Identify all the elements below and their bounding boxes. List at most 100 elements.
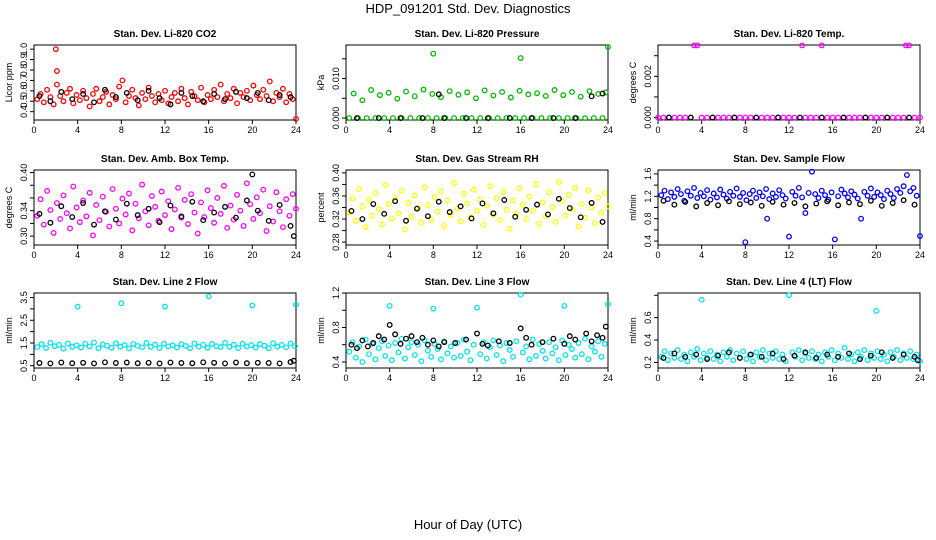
data-point [490, 337, 497, 344]
data-point [388, 215, 395, 222]
data-point [372, 356, 379, 363]
data-point [364, 343, 371, 350]
data-point [82, 340, 89, 347]
data-point [189, 93, 196, 99]
data-point [89, 232, 96, 239]
data-point [483, 355, 490, 362]
data-point [283, 344, 290, 351]
x-tick-label: 4 [699, 373, 704, 383]
data-point [129, 86, 136, 93]
data-point [906, 42, 913, 49]
data-point [47, 339, 54, 346]
data-point [791, 114, 798, 121]
x-tick-label: 4 [75, 373, 80, 383]
data-point [867, 352, 874, 359]
data-point [254, 207, 261, 214]
data-point [162, 303, 168, 310]
data-point [119, 77, 126, 84]
data-point [112, 94, 119, 101]
data-point [243, 95, 250, 102]
data-point [525, 91, 532, 98]
data-point [585, 356, 592, 363]
data-point [693, 351, 700, 358]
x-tick-label: 24 [915, 250, 925, 260]
x-tick-label: 8 [743, 250, 748, 260]
data-point [841, 190, 848, 197]
data-point [490, 92, 497, 99]
data-point [813, 354, 820, 361]
data-point [36, 210, 43, 217]
x-tick-label: 4 [75, 125, 80, 135]
data-point [740, 348, 747, 355]
data-point [812, 191, 819, 198]
data-point [917, 233, 923, 239]
data-point [658, 192, 665, 199]
data-point [204, 187, 211, 194]
data-point [457, 218, 464, 225]
data-point [167, 359, 174, 366]
data-point [682, 114, 689, 121]
data-point [483, 202, 490, 209]
x-tick-label: 4 [699, 125, 704, 135]
data-point [818, 187, 825, 194]
data-point [222, 360, 228, 367]
data-point [578, 201, 585, 207]
data-point [44, 188, 51, 194]
data-point [67, 85, 73, 92]
data-point [286, 91, 293, 97]
data-point [362, 336, 369, 343]
y-tick-label: 0.28 [331, 233, 341, 251]
data-point [684, 188, 691, 195]
data-point [742, 114, 749, 121]
data-point [700, 193, 707, 200]
data-point [818, 114, 825, 121]
data-point [397, 115, 404, 121]
x-tick-label: 0 [655, 125, 660, 135]
data-point [601, 190, 608, 197]
data-point [694, 42, 701, 49]
data-point [414, 205, 420, 212]
data-point [178, 213, 185, 220]
data-point [435, 91, 442, 98]
data-point [900, 183, 907, 190]
data-point [224, 224, 231, 231]
data-point [464, 200, 471, 207]
x-tick-label: 24 [603, 373, 613, 383]
data-point [805, 189, 812, 196]
data-point [766, 196, 773, 203]
data-point [363, 115, 370, 121]
data-point [194, 230, 201, 237]
data-point [145, 222, 152, 229]
data-point [878, 114, 885, 121]
data-point [736, 201, 743, 208]
data-point [602, 89, 609, 96]
y-tick-label: 0.7 [19, 74, 29, 87]
data-point [276, 208, 283, 215]
data-point [591, 348, 598, 355]
series-1 [346, 179, 611, 233]
data-point [444, 350, 451, 357]
data-point [697, 357, 704, 364]
data-point [878, 202, 885, 209]
data-point [57, 215, 64, 222]
data-point [276, 92, 283, 98]
data-point [139, 181, 146, 188]
data-point [291, 343, 298, 350]
data-point [239, 340, 246, 347]
series-1 [34, 293, 299, 352]
data-point [660, 114, 667, 121]
series-2 [665, 114, 913, 121]
data-point [222, 339, 228, 346]
data-point [53, 68, 60, 74]
x-tick-label: 16 [516, 125, 526, 135]
data-point [582, 115, 589, 121]
panel-3: Stan. Dev. Li-820 Temp. 0 4 8 12 16 20 24 0.000 0… [628, 29, 925, 135]
panel-title: Stan. Dev. Line 2 Flow [113, 277, 218, 288]
x-tick-label: 4 [387, 373, 392, 383]
data-point [808, 348, 815, 355]
data-point [519, 201, 526, 208]
data-point [665, 114, 672, 121]
data-point [171, 89, 178, 96]
data-point [887, 191, 894, 198]
data-point [561, 302, 568, 309]
